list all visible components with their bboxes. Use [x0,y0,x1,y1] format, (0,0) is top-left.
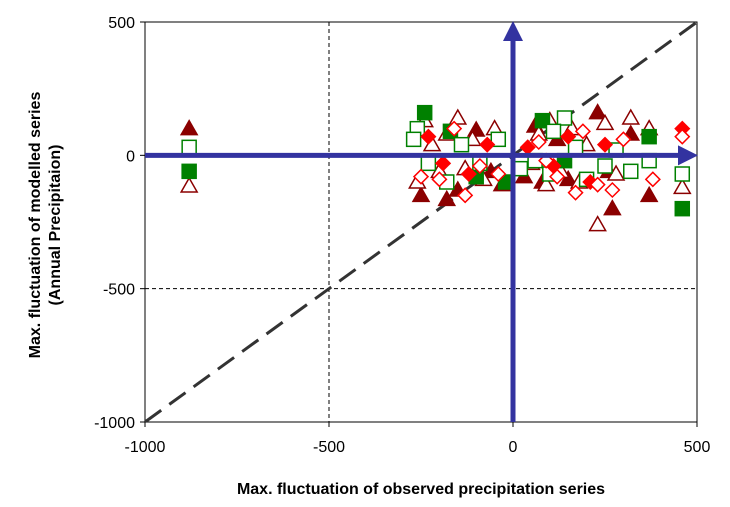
data-point-triangle [621,108,641,125]
x-tick-label: 0 [509,439,518,456]
data-point-diamond [574,123,591,140]
data-point-diamond [420,128,437,145]
x-tick-label: -1000 [125,439,166,456]
one-to-one-line [145,22,697,422]
data-point-diamond [589,176,606,193]
y-tick-label: 500 [108,15,135,32]
y-axis-title-line-2: (Annual Precipitaion) [47,145,64,306]
data-point-square [416,104,433,121]
data-point-square [641,128,657,145]
data-point-diamond [674,128,691,145]
y-tick-label: -1000 [94,415,135,432]
data-point-square [556,110,573,126]
gridlines [145,22,697,422]
data-point-diamond [567,184,584,201]
data-point-square [490,131,507,148]
y-axis-title-line-1: Max. fluctuation of modelled series [27,92,44,359]
data-point-square [453,136,470,153]
data-point-triangle [595,113,615,131]
data-point-square [420,155,437,172]
y-axis-title: Max. fluctuation of modelled series (Ann… [27,92,64,359]
data-point-diamond [460,165,477,183]
data-point-triangle [672,177,692,195]
data-point-diamond [431,171,448,188]
data-point-triangle [603,199,622,216]
data-point-triangle [179,176,199,193]
data-point-square [597,158,613,174]
data-point-triangle [639,185,659,203]
data-point-triangle [411,185,431,203]
data-point-triangle [558,169,578,187]
data-point-square [181,163,197,180]
data-point-square [545,123,562,140]
x-tick-label: 500 [684,439,711,456]
data-point-square [674,166,691,182]
x-axis-title: Max. fluctuation of observed precipitati… [237,481,605,498]
reference-line-layer [145,22,697,422]
data-point-diamond [412,168,430,185]
data-point-diamond [435,155,452,172]
data-point-diamond [596,136,614,153]
data-point-square [623,163,639,180]
data-point-square [567,139,584,156]
data-point-diamond [446,120,463,137]
data-point-diamond [604,181,621,199]
data-point-diamond [615,131,632,148]
data-point-triangle [588,215,607,232]
data-point-square [181,139,197,156]
data-point-diamond [479,136,496,153]
data-point-diamond [530,133,547,151]
data-point-diamond [644,171,661,188]
data-point-triangle [437,189,457,207]
data-points [179,103,692,232]
axis-ticks: -1000 -500 0 500 -1000 -500 0 500 [94,15,710,456]
axis-arrows [145,20,699,422]
data-point-triangle [179,119,199,136]
data-point-diamond [549,168,566,185]
data-point-square [405,131,422,148]
data-point-diamond [490,165,507,183]
data-point-diamond [457,187,474,204]
data-point-diamond [471,157,488,175]
data-point-triangle [588,103,607,120]
data-point-triangle [536,175,556,192]
x-tick-label: -500 [313,439,345,456]
y-tick-label: 0 [126,148,135,165]
y-tick-label: -500 [103,282,135,299]
data-point-square [674,200,691,217]
data-point-diamond [560,128,577,145]
